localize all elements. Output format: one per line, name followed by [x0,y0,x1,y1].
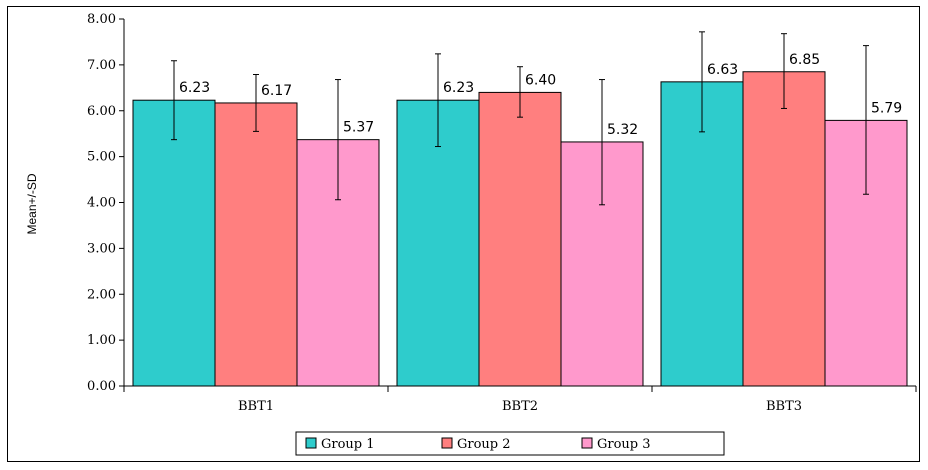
data-label: 6.40 [525,72,556,88]
error-bars [171,31,869,206]
y-axis-ticks: 0.00 1.00 2.00 3.00 4.00 5.00 6.00 7.00 8.00 [87,12,124,394]
legend-swatch [581,437,593,449]
y-axis-title: Mean+/-SD [25,173,39,234]
bar [478,91,562,387]
bar [742,71,826,387]
data-label: 6.23 [179,80,210,96]
data-labels: 6.23 6.17 5.37 6.23 6.40 5.32 6.63 6.85 5.79 [179,52,902,138]
legend-label: Group 1 [321,437,375,452]
data-label: 6.23 [443,80,474,96]
legend-label: Group 2 [457,437,511,452]
data-label: 6.17 [261,83,292,99]
data-label: 6.63 [707,62,738,78]
y-axis-title-group: Mean+/-SD [25,173,39,234]
y-tick-label: 6.00 [87,104,116,119]
legend: Group 1 Group 2 Group 3 [295,431,725,456]
x-tick-label: BBT3 [766,399,802,414]
data-label: 6.85 [789,52,820,68]
y-tick-label: 8.00 [87,12,116,27]
legend-swatch [305,437,317,449]
x-tick-label: BBT2 [502,399,538,414]
bar [132,99,216,387]
legend-box [295,431,725,456]
legend-label: Group 3 [597,437,651,452]
y-tick-label: 7.00 [87,58,116,73]
y-tick-label: 1.00 [87,333,116,348]
legend-swatch [441,437,453,449]
y-tick-label: 2.00 [87,287,116,302]
y-tick-label: 0.00 [87,379,116,394]
y-tick-label: 5.00 [87,150,116,165]
x-tick-label: BBT1 [238,399,274,414]
bars [132,71,908,387]
data-label: 5.79 [871,100,902,116]
data-label: 5.32 [607,122,638,138]
data-label: 5.37 [343,120,374,136]
y-tick-label: 3.00 [87,241,116,256]
axes [123,19,916,387]
y-tick-label: 4.00 [87,196,116,211]
x-axis-ticks: BBT1 BBT2 BBT3 [123,386,917,414]
bar [214,102,298,387]
